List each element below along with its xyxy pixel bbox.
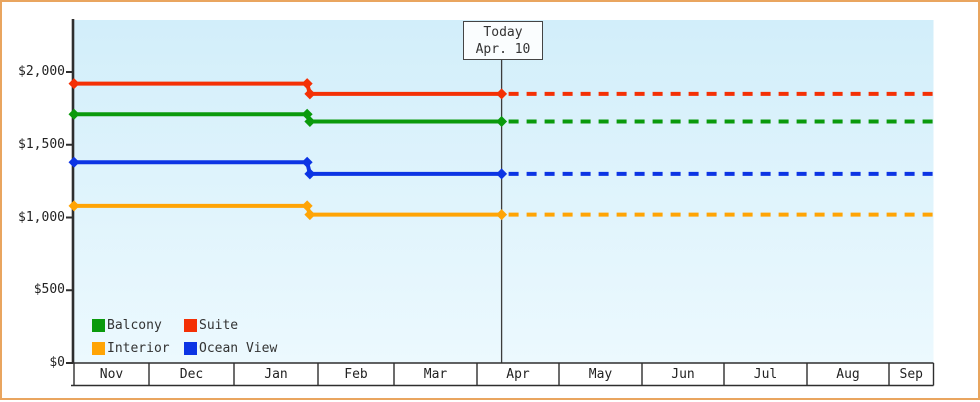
legend-swatch-icon [92, 319, 105, 332]
plot-area [74, 20, 934, 363]
month-label-sep: Sep [889, 364, 934, 385]
month-label-jul: Jul [724, 364, 807, 385]
month-label-dec: Dec [149, 364, 234, 385]
month-label-jun: Jun [642, 364, 724, 385]
chart-legend: Balcony Suite Interior Ocean View [92, 314, 277, 360]
month-label-apr: Apr [477, 364, 559, 385]
legend-item-balcony: Balcony [92, 318, 184, 333]
today-annotation: Today Apr. 10 [463, 21, 543, 60]
today-date-label: Apr. 10 [464, 41, 542, 58]
month-label-mar: Mar [394, 364, 477, 385]
y-tick-label: $500 [2, 281, 65, 299]
legend-item-suite: Suite [184, 318, 277, 333]
month-label-nov: Nov [74, 364, 149, 385]
legend-swatch-icon [184, 342, 197, 355]
today-label: Today [464, 24, 542, 41]
legend-swatch-icon [184, 319, 197, 332]
y-tick-label: $2,000 [2, 63, 65, 81]
legend-item-interior: Interior [92, 341, 184, 356]
legend-label: Suite [199, 318, 238, 333]
month-label-jan: Jan [234, 364, 318, 385]
legend-swatch-icon [92, 342, 105, 355]
month-label-feb: Feb [318, 364, 394, 385]
y-tick-label: $1,500 [2, 136, 65, 154]
legend-item-ocean-view: Ocean View [184, 341, 277, 356]
y-tick-label: $0 [2, 354, 65, 372]
legend-label: Interior [107, 341, 170, 356]
month-label-may: May [559, 364, 642, 385]
legend-label: Balcony [107, 318, 162, 333]
month-label-aug: Aug [807, 364, 889, 385]
y-tick-label: $1,000 [2, 209, 65, 227]
legend-label: Ocean View [199, 341, 277, 356]
